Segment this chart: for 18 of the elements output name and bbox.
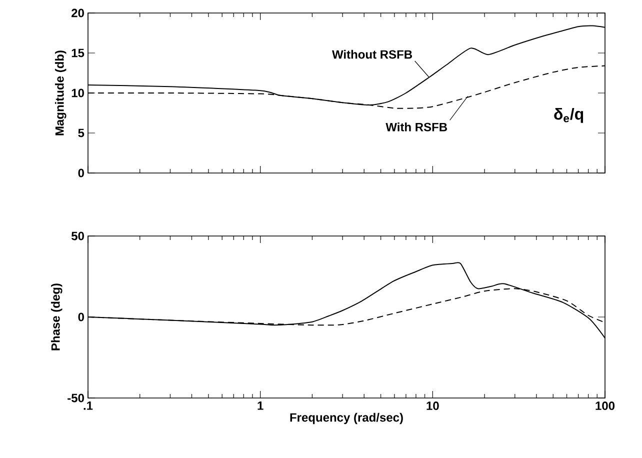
x-tick-label: .1 (84, 402, 93, 410)
x-tick-label: 10 (426, 402, 439, 410)
y-tick-label: 0 (78, 168, 84, 178)
x-tick-label: 100 (596, 402, 615, 410)
annotation: δ$_{e}$/q (554, 108, 584, 123)
x-tick-label: 1 (258, 402, 264, 410)
y-axis-title: Magnitude (db) (55, 50, 66, 136)
x-axis-title: Frequency (rad/sec) (290, 412, 403, 424)
y-tick-label: 20 (72, 8, 84, 18)
y-tick-label: 0 (78, 312, 84, 322)
annotation: Without RSFB (332, 50, 412, 59)
y-tick-label: 10 (72, 88, 84, 98)
y-tick-label: -50 (68, 394, 84, 402)
annotation: With RSFB (386, 122, 447, 132)
y-tick-label: 5 (78, 128, 84, 138)
y-tick-label: 15 (72, 48, 84, 58)
y-axis-title: Phase (deg) (51, 284, 62, 350)
y-tick-label: 50 (71, 232, 84, 240)
